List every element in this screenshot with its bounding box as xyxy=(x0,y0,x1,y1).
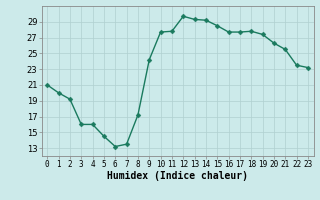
X-axis label: Humidex (Indice chaleur): Humidex (Indice chaleur) xyxy=(107,171,248,181)
